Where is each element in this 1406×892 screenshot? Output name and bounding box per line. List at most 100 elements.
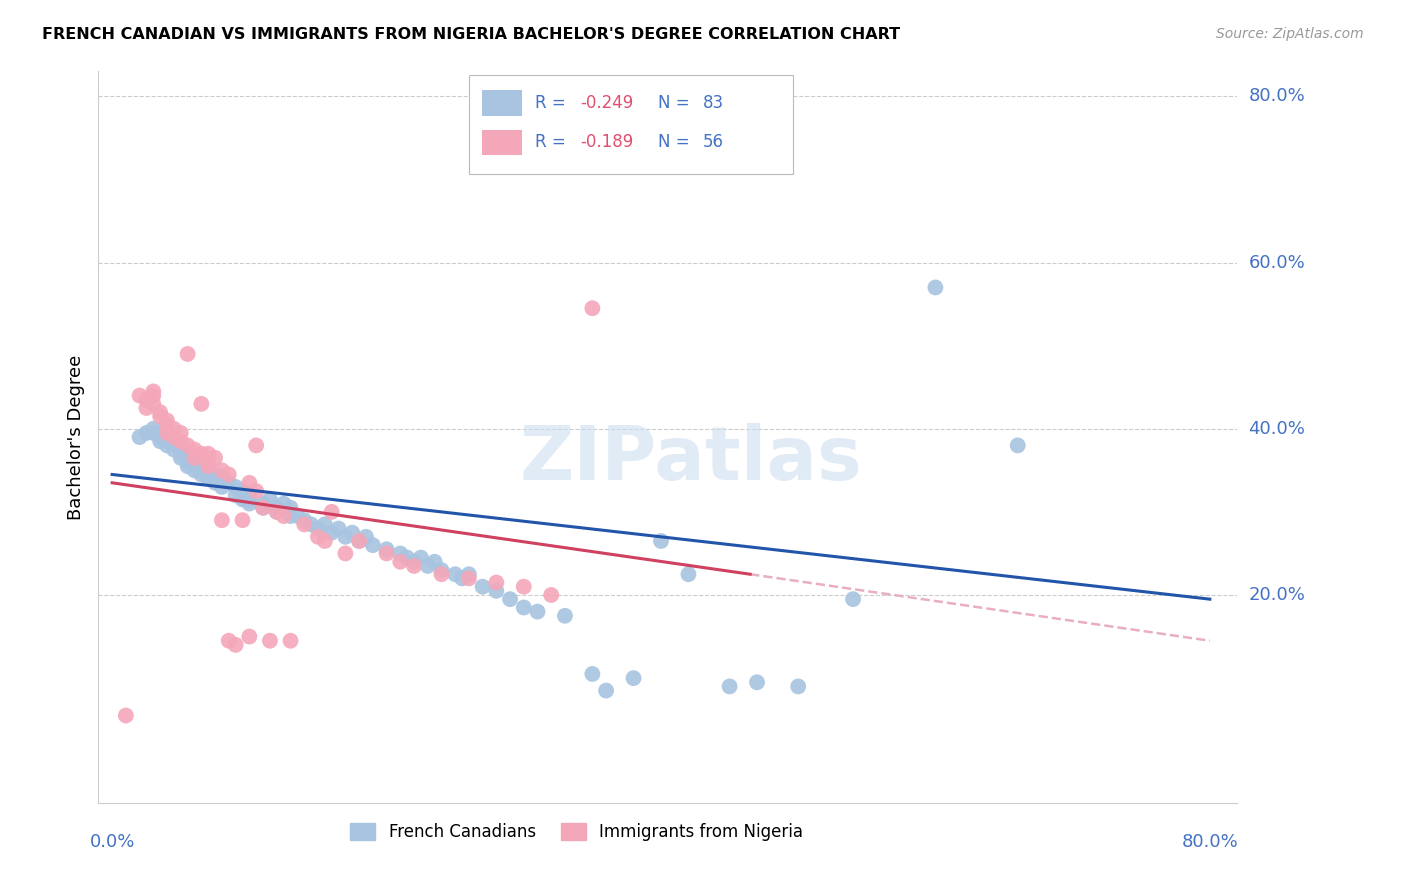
Point: [170, 425, 193, 440]
Point: [924, 280, 946, 294]
Point: [335, 546, 357, 560]
Point: [218, 633, 240, 648]
Point: [156, 417, 179, 432]
Point: [218, 467, 240, 482]
Point: [252, 500, 274, 515]
Point: [176, 347, 198, 361]
Point: [375, 546, 398, 560]
Point: [718, 680, 741, 694]
Point: [238, 492, 260, 507]
Point: [204, 467, 226, 482]
Point: [225, 638, 247, 652]
Text: 40.0%: 40.0%: [1249, 420, 1305, 438]
Point: [499, 592, 522, 607]
FancyBboxPatch shape: [468, 75, 793, 174]
Point: [211, 463, 233, 477]
Text: 0.0%: 0.0%: [90, 833, 135, 851]
Point: [252, 500, 274, 515]
Point: [183, 450, 205, 465]
Text: 80.0%: 80.0%: [1249, 87, 1305, 105]
Point: [197, 459, 219, 474]
Point: [245, 438, 267, 452]
Point: [526, 605, 548, 619]
Point: [389, 555, 412, 569]
Point: [375, 542, 398, 557]
Text: FRENCH CANADIAN VS IMMIGRANTS FROM NIGERIA BACHELOR'S DEGREE CORRELATION CHART: FRENCH CANADIAN VS IMMIGRANTS FROM NIGER…: [42, 27, 900, 42]
Point: [787, 680, 810, 694]
Point: [197, 455, 219, 469]
Text: 60.0%: 60.0%: [1249, 253, 1305, 271]
Point: [170, 434, 193, 449]
Point: [163, 430, 186, 444]
Point: [457, 567, 479, 582]
Point: [163, 430, 186, 444]
Point: [183, 450, 205, 465]
Point: [595, 683, 617, 698]
Point: [163, 422, 186, 436]
Point: [170, 447, 193, 461]
Point: [292, 513, 315, 527]
Point: [142, 388, 165, 402]
Point: [581, 667, 603, 681]
Point: [183, 463, 205, 477]
Point: [163, 442, 186, 457]
Point: [183, 455, 205, 469]
Point: [361, 538, 384, 552]
Point: [197, 463, 219, 477]
Point: [128, 430, 150, 444]
Point: [204, 450, 226, 465]
Point: [218, 475, 240, 490]
Text: R =: R =: [534, 133, 571, 152]
Point: [280, 633, 302, 648]
Point: [273, 509, 295, 524]
Point: [266, 505, 288, 519]
Point: [307, 521, 329, 535]
Point: [211, 480, 233, 494]
Point: [292, 517, 315, 532]
Point: [204, 475, 226, 490]
Point: [328, 521, 350, 535]
Point: [149, 409, 172, 424]
Point: [211, 513, 233, 527]
Point: [211, 472, 233, 486]
Point: [149, 405, 172, 419]
Bar: [482, 90, 522, 116]
Point: [451, 571, 474, 585]
Point: [299, 517, 322, 532]
Point: [156, 413, 179, 427]
Point: [623, 671, 645, 685]
Point: [745, 675, 768, 690]
Point: [190, 459, 212, 474]
Point: [650, 533, 672, 548]
Text: ZIPatlas: ZIPatlas: [519, 423, 862, 496]
Point: [540, 588, 562, 602]
Point: [347, 533, 370, 548]
Point: [554, 608, 576, 623]
Y-axis label: Bachelor's Degree: Bachelor's Degree: [66, 354, 84, 520]
Point: [231, 513, 253, 527]
Point: [423, 555, 446, 569]
Point: [266, 500, 288, 515]
Text: Source: ZipAtlas.com: Source: ZipAtlas.com: [1216, 27, 1364, 41]
Point: [156, 438, 179, 452]
Point: [581, 301, 603, 316]
Point: [678, 567, 700, 582]
Point: [485, 575, 508, 590]
Point: [389, 546, 412, 560]
Point: [402, 558, 425, 573]
Point: [409, 550, 432, 565]
Point: [430, 567, 453, 582]
Point: [170, 438, 193, 452]
Point: [513, 600, 536, 615]
Point: [190, 467, 212, 482]
Point: [347, 533, 370, 548]
Point: [307, 530, 329, 544]
Point: [231, 492, 253, 507]
Point: [142, 397, 165, 411]
Text: N =: N =: [658, 133, 695, 152]
Point: [842, 592, 865, 607]
Point: [266, 505, 288, 519]
Point: [190, 447, 212, 461]
Point: [197, 472, 219, 486]
Text: 20.0%: 20.0%: [1249, 586, 1305, 604]
